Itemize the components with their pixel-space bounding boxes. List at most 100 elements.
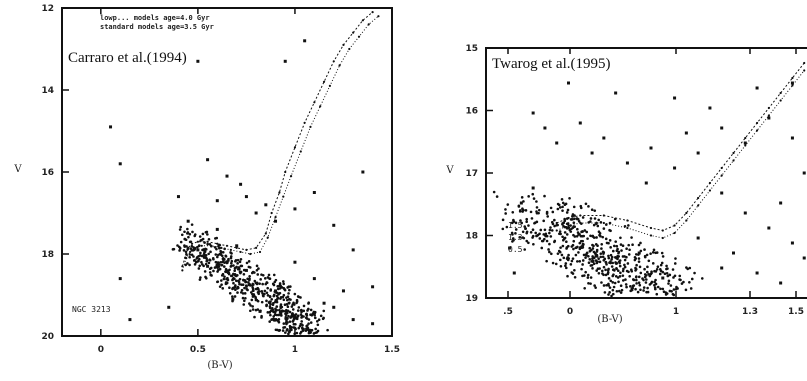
ms-star-point xyxy=(286,309,290,313)
ms-star-point xyxy=(601,255,605,259)
ms-star-point xyxy=(642,278,645,282)
field-star-point xyxy=(225,174,229,178)
ms-star-point xyxy=(309,313,312,316)
ms-star-point xyxy=(621,279,625,282)
ms-star-point xyxy=(570,259,574,263)
field-star-point xyxy=(371,285,375,289)
field-star-point xyxy=(254,211,258,215)
ms-star-point xyxy=(535,206,539,209)
ms-star-point xyxy=(233,295,237,298)
ms-star-point xyxy=(627,224,630,227)
field-star-point xyxy=(790,136,794,140)
ms-star-point xyxy=(673,274,677,278)
x-tick-label: 1 xyxy=(292,345,298,355)
ms-star-point xyxy=(271,282,275,286)
ms-star-point xyxy=(600,247,603,250)
ms-star-point xyxy=(561,222,564,225)
ms-star-point xyxy=(322,316,325,320)
ms-star-point xyxy=(196,260,199,263)
ms-star-point xyxy=(182,249,186,252)
ms-star-point xyxy=(188,232,192,236)
ms-star-point xyxy=(561,209,564,212)
ms-star-point xyxy=(652,248,656,252)
ms-star-point xyxy=(514,221,518,225)
ms-star-point xyxy=(268,306,272,310)
ms-star-point xyxy=(609,253,613,257)
ms-star-point xyxy=(272,273,276,277)
ms-star-point xyxy=(201,248,204,252)
ms-star-point xyxy=(285,298,289,302)
ms-star-point xyxy=(292,326,296,329)
y-tick-label: 14 xyxy=(41,86,54,96)
ms-star-point xyxy=(201,232,205,236)
ms-star-point xyxy=(223,261,226,264)
ms-star-point xyxy=(504,212,507,215)
ms-star-point xyxy=(591,234,595,238)
ms-star-point xyxy=(302,309,306,313)
ms-star-point xyxy=(188,240,192,244)
ms-star-point xyxy=(619,236,622,240)
ms-star-point xyxy=(253,279,257,283)
ms-star-point xyxy=(237,280,241,284)
ms-star-point xyxy=(285,327,289,331)
ms-star-point xyxy=(232,264,235,267)
ms-star-point xyxy=(282,309,286,313)
ms-star-point xyxy=(531,192,535,196)
ms-star-point xyxy=(598,260,602,264)
field-star-point xyxy=(743,141,747,145)
field-star-point xyxy=(708,106,712,110)
ms-star-point xyxy=(309,308,313,312)
x-axis-label: (B-V) xyxy=(207,360,232,371)
ms-star-point xyxy=(598,232,602,235)
ms-star-point xyxy=(599,252,603,255)
ms-star-point xyxy=(588,249,592,253)
field-star-point xyxy=(790,241,794,245)
ms-star-point xyxy=(605,241,609,245)
ms-star-point xyxy=(179,225,183,229)
ms-star-point xyxy=(268,277,271,280)
ms-star-point xyxy=(527,195,530,198)
ms-star-point xyxy=(665,292,669,295)
ms-star-point xyxy=(234,266,237,270)
ms-star-point xyxy=(542,233,546,236)
ms-star-point xyxy=(589,276,593,279)
field-star-point xyxy=(802,171,806,175)
ms-star-point xyxy=(614,275,618,278)
ms-star-point xyxy=(243,286,246,290)
ms-star-point xyxy=(251,286,254,289)
ms-star-point xyxy=(326,328,329,332)
ms-star-point xyxy=(511,210,515,214)
ms-star-point xyxy=(645,290,648,294)
ms-star-point xyxy=(629,285,632,288)
ms-star-point xyxy=(197,257,201,261)
ms-star-point xyxy=(293,317,296,321)
ms-star-point xyxy=(634,287,637,291)
ms-star-point xyxy=(205,259,209,263)
ms-star-point xyxy=(580,267,583,271)
ms-star-point xyxy=(198,264,202,268)
ms-star-point xyxy=(245,285,248,288)
ms-star-point xyxy=(281,280,285,283)
ms-star-point xyxy=(539,228,543,232)
ms-star-point xyxy=(234,288,237,292)
ms-star-point xyxy=(532,197,536,200)
ms-star-point xyxy=(634,253,638,256)
ms-star-point xyxy=(257,290,261,293)
ms-star-point xyxy=(243,299,246,303)
ms-star-point xyxy=(565,233,569,236)
ms-star-point xyxy=(247,260,251,263)
ms-star-point xyxy=(289,285,292,288)
ms-star-point xyxy=(242,278,245,282)
field-star-point xyxy=(696,236,700,240)
ms-star-point xyxy=(589,234,592,238)
ms-star-point xyxy=(572,221,576,224)
ms-star-point xyxy=(583,229,587,232)
ms-star-point xyxy=(571,272,575,275)
field-star-point xyxy=(625,161,629,165)
x-tick-label: 1.5 xyxy=(788,307,804,317)
ms-star-point xyxy=(655,268,659,271)
ms-star-point xyxy=(595,248,599,252)
ms-star-point xyxy=(637,257,641,260)
ms-star-point xyxy=(611,249,615,253)
field-star-point xyxy=(264,203,268,207)
